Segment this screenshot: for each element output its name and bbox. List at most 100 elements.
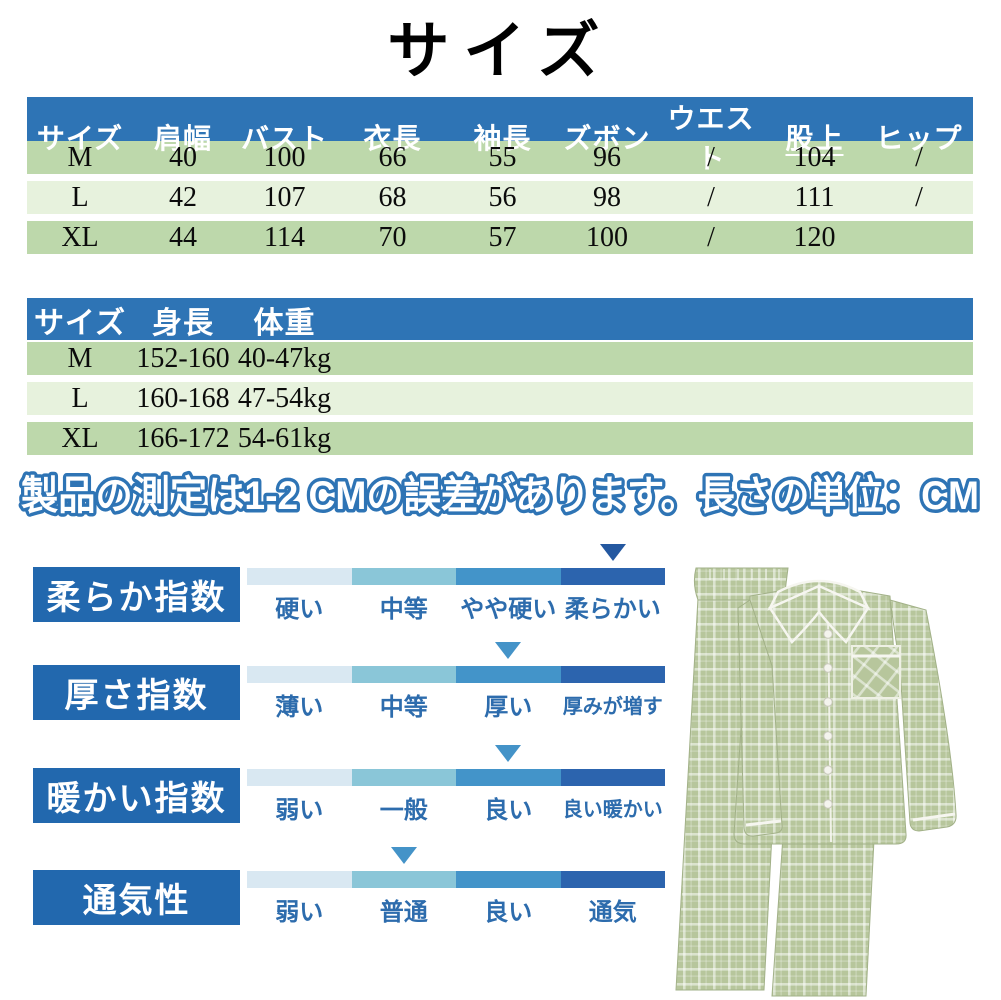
scale-segment	[456, 666, 561, 683]
table-cell: /	[915, 141, 923, 173]
scale-segment	[560, 769, 665, 786]
column-header: 身長	[152, 307, 214, 340]
column-header: 股上	[785, 123, 844, 154]
scale-level-label: 良い暖かい	[562, 799, 663, 821]
table-cell: /	[707, 181, 715, 213]
table-cell: 40	[169, 141, 197, 173]
table-cell: M	[67, 342, 93, 374]
scale-level-label: 厚みが増す	[562, 696, 663, 718]
table-cell: 57	[488, 221, 517, 253]
measurement-note: 製品の測定は1-2 CMの誤差があります。長さの単位：CM	[18, 471, 983, 522]
scale-segment	[351, 568, 456, 585]
table-cell: 47-54kg	[237, 382, 332, 414]
selection-arrow-icon	[599, 544, 626, 561]
scale-level-label: 一般	[379, 797, 428, 824]
index-scale-labels: 薄い 中等 厚い 厚みが増す	[247, 687, 665, 722]
size-table-header-row: サイズ 肩幅 バスト 衣長 袖長 ズボン ウエスト 股上 ヒップ	[27, 97, 973, 174]
column-header: ヒップ	[875, 123, 963, 154]
scale-segment	[560, 568, 665, 585]
scale-level-label: 良い	[484, 797, 533, 824]
table-cell: 42	[169, 181, 197, 213]
pajama-pant-leg-front	[771, 835, 875, 997]
pajama-pocket	[851, 645, 901, 699]
index-label-3: 通気性	[33, 870, 240, 925]
table-cell: 54-61kg	[237, 422, 332, 454]
index-scale-bar	[247, 568, 665, 585]
scale-level-label: 柔らかい	[564, 596, 661, 623]
scale-segment	[351, 769, 456, 786]
index-label-1: 厚さ指数	[33, 665, 240, 720]
scale-segment	[351, 666, 456, 683]
table-row: XL 166-172 54-61kg	[27, 422, 973, 455]
body-size-table: サイズ 身長 体重 M 152-160 40-47kg L 160-168 47-54kg XL 1…	[27, 298, 973, 455]
table-cell: /	[707, 141, 715, 173]
index-label-0: 柔らか指数	[33, 567, 240, 622]
column-header: ズボン	[563, 123, 651, 154]
index-scale-labels: 弱い 一般 良い 良い暖かい	[247, 790, 665, 825]
table-cell: 100	[263, 141, 306, 173]
index-scale-labels: 硬い 中等 やや硬い 柔らかい	[247, 589, 665, 624]
scale-segment	[560, 666, 665, 683]
table-cell: XL	[61, 422, 99, 454]
table-cell: 100	[586, 221, 628, 253]
scale-segment	[456, 769, 561, 786]
table-cell: 68	[378, 181, 407, 213]
column-header: 肩幅	[153, 123, 212, 154]
scale-level-label: 弱い	[275, 899, 324, 926]
scale-segment	[247, 666, 352, 683]
product-photo	[675, 567, 957, 997]
index-scale-bar	[247, 871, 665, 888]
pajama-buttons	[823, 629, 833, 809]
scale-level-label: 普通	[379, 899, 428, 926]
selection-arrow-icon	[495, 642, 522, 659]
index-scale-labels: 弱い 普通 良い 通気	[247, 892, 665, 927]
scale-level-label: やや硬い	[460, 596, 557, 623]
table-row: XL 44 114 70 57 100 / 120	[27, 221, 973, 254]
scale-segment	[247, 568, 352, 585]
table-cell: L	[71, 181, 89, 213]
column-header: ウエスト	[667, 103, 755, 174]
column-header: 体重	[253, 307, 316, 340]
table-row: M 152-160 40-47kg	[27, 342, 973, 375]
table-cell: 66	[378, 141, 407, 173]
scale-level-label: 薄い	[275, 694, 324, 721]
table-cell: L	[71, 382, 89, 414]
table-cell: 40-47kg	[237, 342, 332, 374]
pajama-shirt	[733, 579, 957, 845]
table-cell: 160-168	[136, 382, 230, 414]
measurement-note-text: 製品の測定は1-2 CMの誤差があります。長さの単位：CM	[21, 474, 979, 518]
table-row: L 160-168 47-54kg	[27, 382, 973, 415]
table-cell: 111	[794, 181, 835, 213]
column-header: 衣長	[363, 123, 422, 154]
column-header: 袖長	[473, 123, 532, 154]
scale-level-label: 硬い	[275, 596, 324, 623]
garment-size-table: サイズ 肩幅 バスト 衣長 袖長 ズボン ウエスト 股上 ヒップ M 40 100 66 55 96 / 104…	[27, 97, 973, 254]
table-cell: 55	[488, 141, 517, 173]
table-cell: 120	[793, 221, 836, 253]
table-cell: 114	[264, 221, 305, 253]
scale-level-label: 通気	[588, 899, 637, 926]
table-cell: 98	[593, 181, 621, 213]
scale-level-label: 厚い	[484, 694, 533, 721]
scale-segment	[560, 871, 665, 888]
table-row: M 40 100 66 55 96 / 104 /	[27, 141, 973, 174]
column-header: バスト	[240, 123, 328, 154]
table-cell: 70	[378, 221, 407, 253]
table-cell: 152-160	[136, 342, 230, 374]
index-scale-bar	[247, 666, 665, 683]
selection-arrow-icon	[390, 847, 417, 864]
table-cell: 166-172	[136, 422, 230, 454]
table-cell: XL	[61, 221, 99, 253]
index-scale-bar	[247, 769, 665, 786]
table-cell: /	[915, 181, 923, 213]
scale-level-label: 中等	[379, 694, 428, 721]
selection-arrow-icon	[495, 745, 522, 762]
pajama-collar	[767, 579, 871, 644]
table-cell: 107	[263, 181, 306, 213]
table-cell: 96	[593, 141, 621, 173]
column-header: サイズ	[36, 123, 124, 154]
scale-segment	[351, 871, 456, 888]
scale-segment	[456, 568, 561, 585]
scale-level-label: 中等	[379, 596, 428, 623]
